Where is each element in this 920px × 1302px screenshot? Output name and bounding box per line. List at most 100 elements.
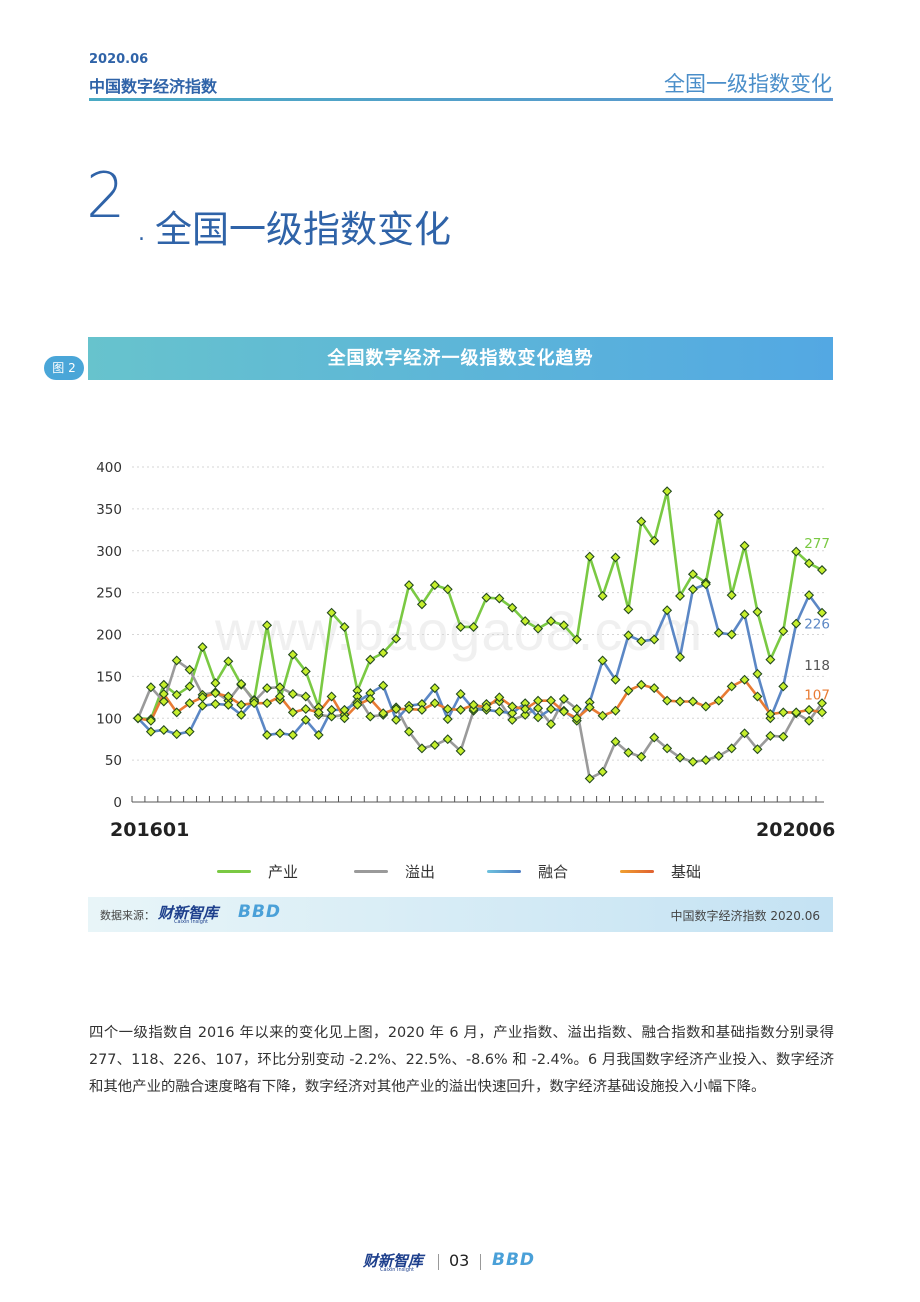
series-end-label: 118 [804, 658, 830, 674]
data-point [262, 683, 273, 694]
data-point [171, 689, 182, 700]
legend-swatch-industry [217, 869, 251, 873]
section-title: 全国一级指数变化 [155, 208, 451, 251]
data-point [778, 681, 789, 692]
bbd-logo: BBD [238, 902, 282, 922]
data-point [365, 654, 376, 665]
data-point [442, 584, 453, 595]
data-point [687, 569, 698, 580]
header-rule [89, 98, 833, 101]
data-point [274, 728, 285, 739]
data-point [507, 701, 518, 712]
data-point [597, 710, 608, 721]
watermark: www.baogao8.com [215, 599, 704, 662]
data-point [739, 609, 750, 620]
data-point [494, 706, 505, 717]
data-point [171, 707, 182, 718]
data-point [662, 695, 673, 706]
y-tick-label: 300 [96, 544, 122, 560]
data-point [687, 584, 698, 595]
data-point [675, 590, 686, 601]
data-point [713, 750, 724, 761]
footer-bbd-logo: BBD [492, 1250, 536, 1270]
legend-item-fusion: 融合 [487, 859, 568, 883]
data-point [623, 630, 634, 641]
data-point [262, 730, 273, 740]
data-point [817, 607, 827, 618]
data-point [752, 606, 763, 617]
data-point [442, 714, 453, 725]
data-point [313, 707, 324, 718]
data-point [765, 654, 776, 665]
body-paragraph: 四个一级指数自 2016 年以来的变化见上图，2020 年 6 月，产业指数、溢… [89, 1025, 834, 1095]
data-point [391, 633, 402, 644]
data-point [416, 743, 427, 754]
data-point [804, 590, 815, 601]
data-point [145, 715, 156, 726]
data-point [636, 679, 647, 690]
caixin-logo-sub: Caixin Insight [174, 919, 208, 925]
header-section-name: 全国一级指数变化 [664, 72, 832, 96]
footer-divider [480, 1254, 481, 1270]
data-point [339, 621, 350, 632]
data-point [520, 616, 531, 627]
page-footer: 财新智库 Caixin Insight 03 BBD [0, 1250, 920, 1274]
data-point [571, 713, 582, 724]
data-point [765, 730, 776, 741]
legend-label-spillover: 溢出 [405, 862, 436, 881]
data-point [597, 655, 608, 666]
y-tick-label: 150 [96, 669, 122, 685]
footer-divider [438, 1254, 439, 1270]
data-point [468, 621, 479, 632]
data-point [520, 704, 531, 715]
data-point [558, 694, 569, 704]
legend-item-spillover: 溢出 [354, 859, 435, 883]
data-point [197, 692, 208, 703]
figure-tag: 图 2 [44, 356, 84, 380]
data-point [700, 755, 711, 766]
data-point [752, 744, 763, 755]
data-point [455, 688, 466, 699]
data-point [546, 719, 556, 730]
data-point [739, 540, 750, 551]
data-point [223, 656, 234, 667]
data-point [274, 682, 285, 693]
source-label: 数据来源： [100, 909, 155, 922]
data-point [533, 712, 544, 723]
data-point [429, 683, 440, 694]
legend-swatch-spillover [354, 869, 388, 873]
data-point [404, 726, 414, 737]
data-point [184, 681, 195, 692]
section-number: 2 [86, 159, 126, 232]
data-point [158, 679, 169, 690]
data-point [468, 699, 479, 710]
y-tick-label: 50 [105, 753, 122, 769]
data-point [494, 593, 505, 604]
data-point [649, 683, 660, 694]
data-point [287, 707, 298, 718]
data-point [197, 642, 208, 653]
data-point [804, 715, 815, 726]
data-point [713, 695, 724, 706]
data-point [184, 664, 195, 675]
data-point [533, 703, 544, 714]
data-point [442, 734, 453, 745]
data-point [378, 680, 389, 691]
data-point [158, 724, 169, 735]
data-point [675, 652, 686, 663]
y-tick-label: 0 [113, 795, 122, 811]
data-point [804, 704, 815, 715]
data-point [752, 691, 763, 702]
data-point [778, 731, 789, 742]
series-end-label: 107 [804, 687, 830, 703]
data-point [700, 701, 711, 712]
data-point [662, 743, 673, 754]
data-point [300, 666, 311, 677]
y-tick-label: 250 [96, 586, 122, 602]
data-point [171, 729, 182, 740]
data-point [429, 740, 440, 751]
data-point [726, 629, 737, 640]
chart-legend: 产业 溢出 融合 基础 [0, 859, 920, 883]
data-point [404, 704, 414, 715]
data-point [429, 580, 440, 591]
